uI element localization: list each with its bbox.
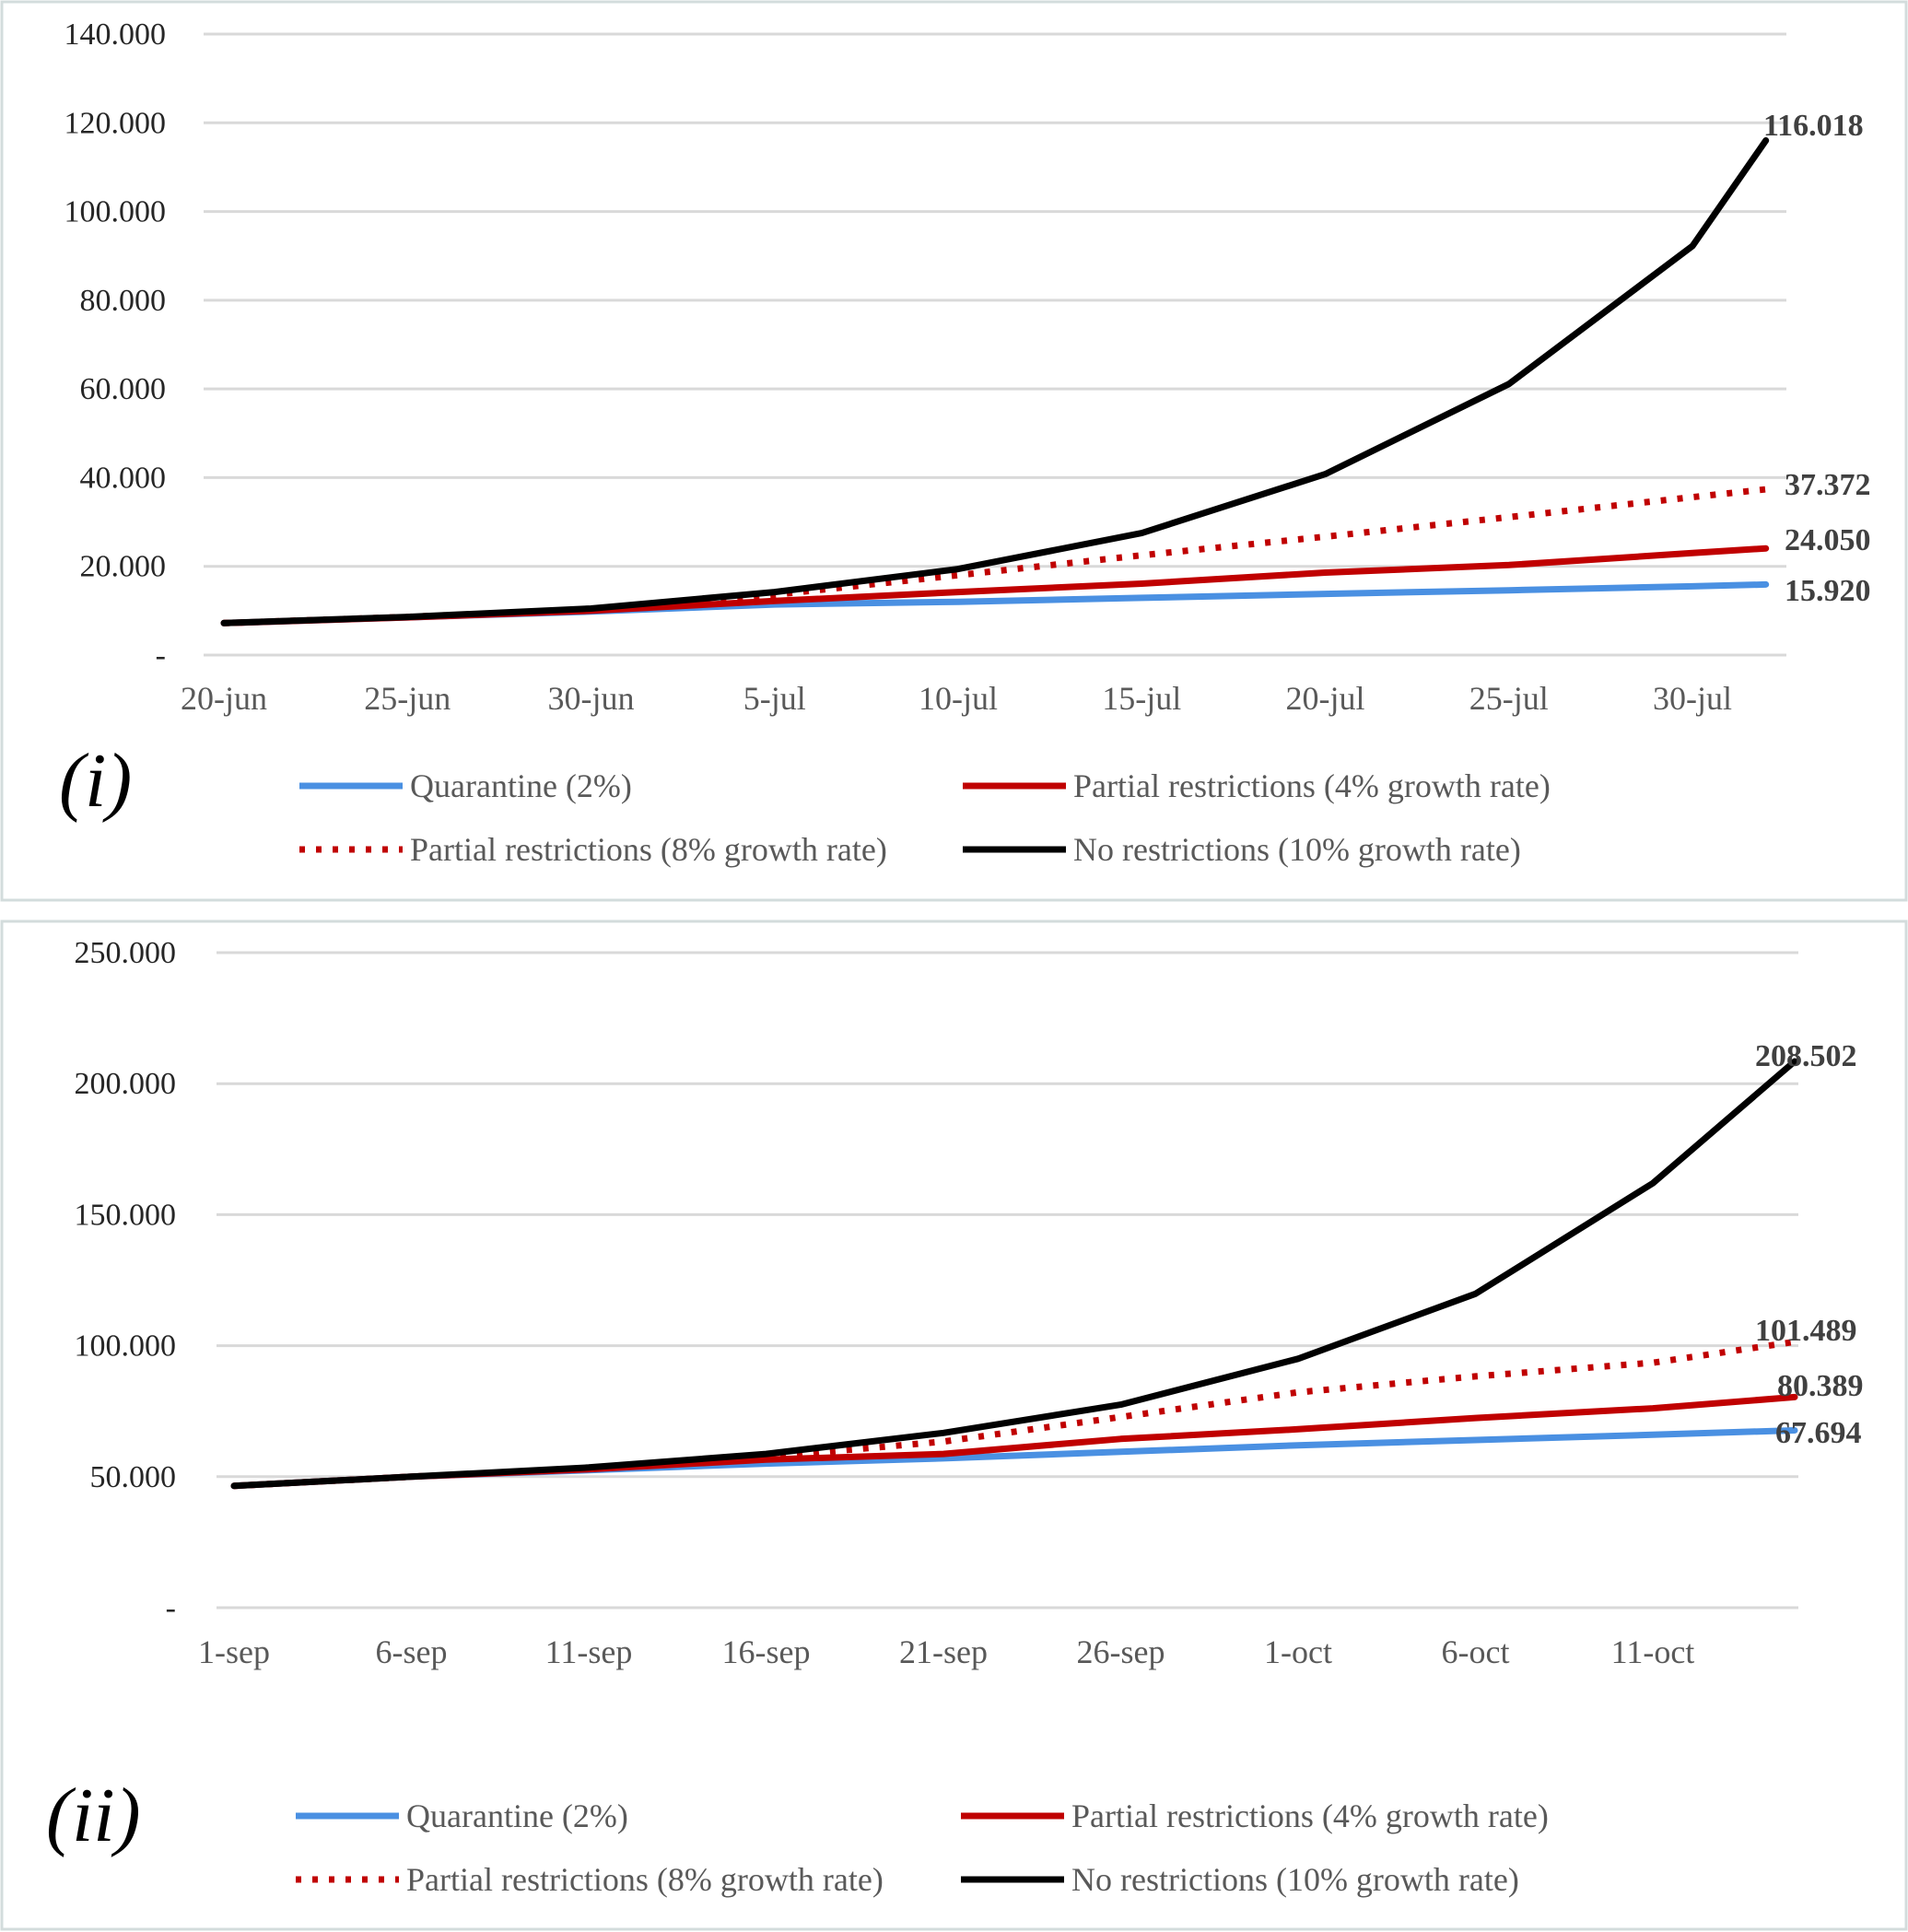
y-tick-label: 50.000: [90, 1460, 177, 1494]
x-tick-label: 11-oct: [1611, 1633, 1695, 1670]
legend-label: Partial restrictions (8% growth rate): [406, 1861, 884, 1898]
y-tick-label: 150.000: [75, 1198, 177, 1232]
y-tick-label: 140.000: [64, 18, 167, 52]
end-value-label: 67.694: [1775, 1416, 1862, 1450]
x-tick-label: 16-sep: [722, 1633, 811, 1670]
end-value-label: 208.502: [1755, 1039, 1857, 1073]
y-tick-label: 100.000: [75, 1329, 177, 1364]
chart-panel-2: [0, 919, 1908, 1931]
x-tick-label: 21-sep: [899, 1633, 988, 1670]
legend-label: Quarantine (2%): [406, 1797, 628, 1834]
x-tick-label: 15-jul: [1102, 680, 1181, 717]
y-tick-label: 250.000: [75, 936, 177, 970]
y-tick-label: 20.000: [80, 550, 167, 584]
y-tick-label: -: [166, 1591, 176, 1625]
legend-label: No restrictions (10% growth rate): [1071, 1861, 1519, 1898]
series-line-none: [230, 1058, 1798, 1490]
end-value-label: 116.018: [1763, 109, 1864, 143]
x-tick-label: 6-oct: [1442, 1633, 1510, 1670]
end-value-label: 80.389: [1777, 1369, 1864, 1403]
x-tick-label: 30-jun: [548, 680, 635, 717]
x-tick-label: 1-sep: [198, 1633, 270, 1670]
panel-label: (ii): [46, 1773, 141, 1858]
legend-label: No restrictions (10% growth rate): [1073, 831, 1521, 868]
y-tick-label: 60.000: [80, 372, 167, 406]
y-tick-label: -: [156, 638, 166, 673]
y-tick-label: 40.000: [80, 461, 167, 495]
y-tick-label: 100.000: [64, 195, 167, 229]
x-tick-label: 25-jul: [1469, 680, 1549, 717]
x-tick-label: 25-jun: [364, 680, 451, 717]
end-value-label: 101.489: [1755, 1314, 1857, 1348]
x-tick-label: 30-jul: [1653, 680, 1732, 717]
x-tick-label: 5-jul: [743, 680, 806, 717]
x-tick-label: 26-sep: [1077, 1633, 1165, 1670]
legend-label: Quarantine (2%): [410, 767, 632, 804]
legend-label: Partial restrictions (4% growth rate): [1073, 767, 1551, 804]
end-value-label: 24.050: [1785, 523, 1871, 557]
end-value-label: 15.920: [1785, 574, 1871, 608]
x-tick-label: 11-sep: [545, 1633, 633, 1670]
panel-label: (i): [59, 738, 132, 824]
x-tick-label: 10-jul: [919, 680, 998, 717]
x-tick-label: 20-jul: [1286, 680, 1365, 717]
series-line-none: [220, 137, 1770, 626]
y-tick-label: 80.000: [80, 284, 167, 318]
x-tick-label: 20-jun: [181, 680, 267, 717]
legend-label: Partial restrictions (8% growth rate): [410, 831, 887, 868]
y-tick-label: 200.000: [75, 1067, 177, 1101]
legend-label: Partial restrictions (4% growth rate): [1071, 1797, 1549, 1834]
y-tick-label: 120.000: [64, 106, 167, 140]
x-tick-label: 6-sep: [376, 1633, 448, 1670]
x-tick-label: 1-oct: [1264, 1633, 1332, 1670]
chart-panel-1: [0, 0, 1908, 902]
end-value-label: 37.372: [1785, 468, 1871, 502]
